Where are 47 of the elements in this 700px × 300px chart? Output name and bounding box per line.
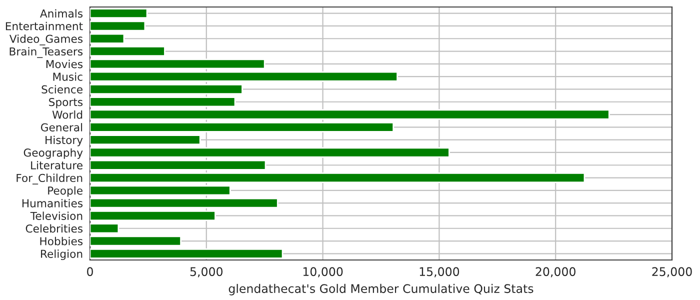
x-tick-label: 10,000 (303, 267, 343, 278)
bar (90, 84, 243, 94)
y-tick-label: For_Children (16, 174, 82, 184)
y-tick-label: Science (42, 85, 82, 94)
y-tick-label: People (48, 186, 82, 197)
x-tick-label: 0 (87, 267, 93, 276)
bar (90, 147, 450, 158)
bar (90, 46, 166, 57)
y-tick-label: Literature (31, 161, 82, 170)
bar (90, 160, 266, 170)
y-tick-label: Music (53, 72, 82, 81)
y-tick-label: Religion (41, 250, 82, 260)
bar (90, 20, 146, 32)
y-tick-label: Television (30, 212, 82, 220)
bar (90, 198, 278, 208)
y-tick-label: History (46, 136, 83, 146)
bar (90, 58, 266, 70)
x-axis-title: glendathecat's Gold Member Cumulative Quiz Stats (228, 284, 534, 296)
y-tick-label: Entertainment (6, 22, 83, 30)
bar (90, 236, 182, 246)
bar (90, 96, 236, 108)
y-tick-label: Humanities (22, 198, 83, 208)
x-tick-label: 15,000 (420, 267, 460, 278)
bar (90, 122, 394, 132)
y-tick-label: Sports (49, 98, 83, 108)
bar (90, 185, 231, 196)
bar (90, 223, 120, 234)
x-tick-label: 20,000 (536, 267, 576, 278)
bar (90, 109, 610, 120)
bar (90, 248, 284, 259)
bar (90, 8, 148, 19)
bar (90, 210, 216, 221)
y-tick-label: General (40, 123, 82, 132)
y-tick-label: Hobbies (40, 236, 83, 246)
y-tick-label: Celebrities (26, 224, 83, 233)
y-tick-label: Geography (24, 148, 83, 159)
y-tick-label: World (52, 110, 82, 119)
y-tick-label: Brain_Teasers (10, 47, 83, 58)
x-tick-label: 25,000 (652, 267, 692, 278)
y-tick-label: Animals (40, 9, 83, 18)
bar (90, 172, 586, 184)
y-tick-label: Movies (46, 60, 83, 68)
y-tick-label: Video_Games (9, 34, 83, 46)
bar (90, 134, 201, 146)
x-tick-label: 5,000 (190, 267, 223, 278)
bar (90, 71, 398, 82)
bar (90, 33, 125, 44)
